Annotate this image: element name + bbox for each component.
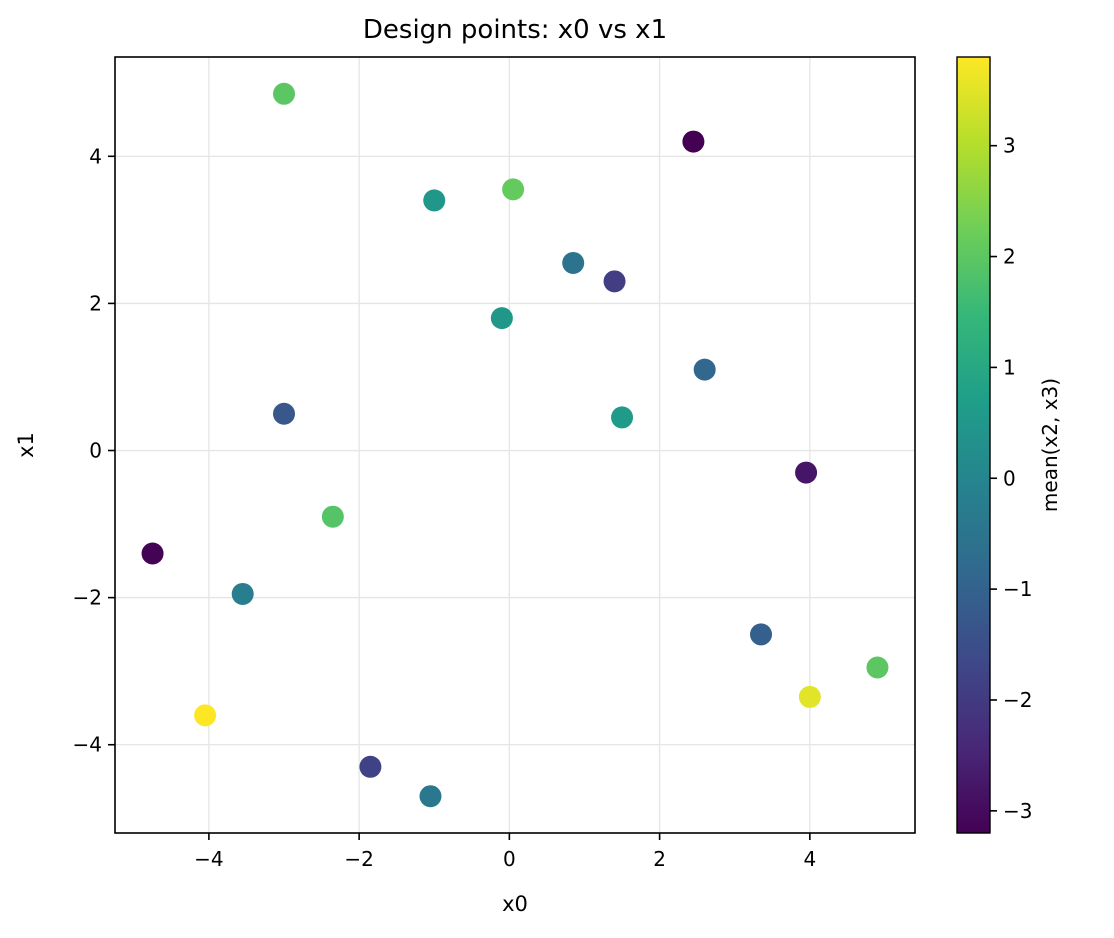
colorbar: −3 −2 −1 0 1 2 3 xyxy=(956,56,1032,834)
y-tick-label: 2 xyxy=(89,291,102,315)
colorbar-tick-label: 1 xyxy=(1003,355,1016,379)
x-tick-label: −2 xyxy=(344,847,373,871)
colorbar-bar xyxy=(956,56,991,834)
x-axis-ticks: −4 −2 0 2 4 xyxy=(194,833,816,871)
scatter-point xyxy=(273,82,296,105)
scatter-point xyxy=(359,755,382,778)
scatter-point xyxy=(273,402,296,425)
y-tick-label: −2 xyxy=(73,586,102,610)
y-axis-ticks: −4 −2 0 2 4 xyxy=(73,144,115,757)
scatter-point xyxy=(141,542,164,565)
y-axis-label: x1 xyxy=(14,432,38,458)
x-tick-label: 2 xyxy=(653,847,666,871)
scatter-point xyxy=(490,307,513,330)
x-tick-label: 0 xyxy=(503,847,516,871)
scatter-point xyxy=(419,785,442,808)
scatter-point xyxy=(321,505,344,528)
y-tick-label: 0 xyxy=(89,439,102,463)
scatter-point xyxy=(798,685,821,708)
plot-background xyxy=(115,57,915,833)
scatter-point xyxy=(423,189,446,212)
scatter-point xyxy=(682,130,705,153)
colorbar-tick-label: −1 xyxy=(1003,577,1032,601)
colorbar-tick-label: 0 xyxy=(1003,466,1016,490)
chart-title: Design points: x0 vs x1 xyxy=(363,15,667,45)
y-tick-label: 4 xyxy=(89,144,102,168)
scatter-point xyxy=(795,461,818,484)
scatter-point xyxy=(562,251,585,274)
x-tick-label: 4 xyxy=(803,847,816,871)
scatter-point xyxy=(603,270,626,293)
colorbar-tick-label: −3 xyxy=(1003,799,1032,823)
scatter-point xyxy=(502,178,525,201)
scatter-point xyxy=(693,358,716,381)
scatter-points xyxy=(141,82,889,808)
plot-border xyxy=(114,56,916,834)
scatter-point xyxy=(750,623,773,646)
x-tick-label: −4 xyxy=(194,847,223,871)
x-axis-label: x0 xyxy=(502,892,528,916)
scatter-point xyxy=(611,406,634,429)
scatter-point xyxy=(231,582,254,605)
colorbar-tick-label: 2 xyxy=(1003,245,1016,269)
colorbar-tick-label: −2 xyxy=(1003,688,1032,712)
scatter-point xyxy=(194,704,217,727)
y-tick-label: −4 xyxy=(73,733,102,757)
colorbar-tick-label: 3 xyxy=(1003,134,1016,158)
colorbar-label: mean(x2, x3) xyxy=(1038,378,1062,512)
scatter-point xyxy=(866,656,889,679)
